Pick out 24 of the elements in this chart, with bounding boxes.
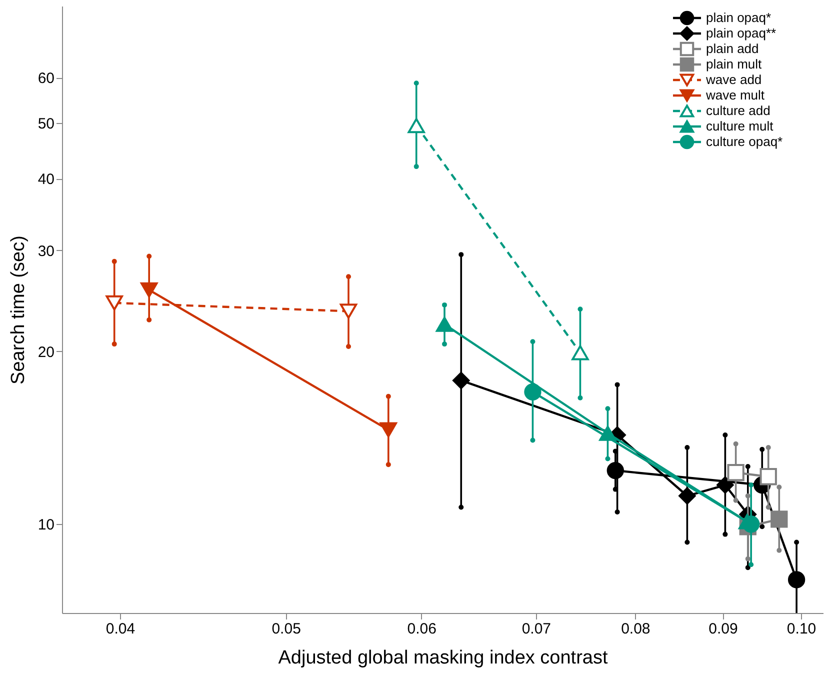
x-tick-label: 0.10 bbox=[786, 620, 816, 638]
legend-label: plain opaq* bbox=[706, 10, 772, 25]
legend-label: wave mult bbox=[705, 88, 765, 102]
y-tick-label: 20 bbox=[38, 344, 54, 361]
legend-label: plain mult bbox=[706, 56, 762, 72]
x-tick-label: 0.04 bbox=[106, 620, 136, 638]
y-tick-label: 30 bbox=[38, 242, 54, 260]
legend-label: culture add bbox=[706, 103, 770, 118]
x-tick-label: 0.09 bbox=[708, 620, 738, 638]
y-tick-label: 40 bbox=[38, 171, 54, 188]
y-axis-title: Search time (sec) bbox=[8, 236, 29, 384]
y-tick-label: 50 bbox=[38, 116, 54, 133]
x-tick-label: 0.06 bbox=[407, 620, 436, 638]
y-tick-label: 60 bbox=[38, 70, 54, 88]
y-tick-label: 10 bbox=[38, 516, 54, 534]
x-tick-label: 0.07 bbox=[522, 620, 552, 638]
x-tick-label: 0.08 bbox=[621, 620, 650, 638]
x-tick-label: 0.05 bbox=[272, 620, 301, 638]
legend-label: plain add bbox=[706, 41, 759, 56]
legend-label: wave add bbox=[705, 72, 762, 87]
x-axis-title: Adjusted global masking index contrast bbox=[278, 648, 608, 668]
legend-label: culture mult bbox=[706, 118, 774, 134]
legend-label: culture opaq* bbox=[706, 134, 783, 149]
legend-label: plain opaq** bbox=[706, 26, 776, 40]
